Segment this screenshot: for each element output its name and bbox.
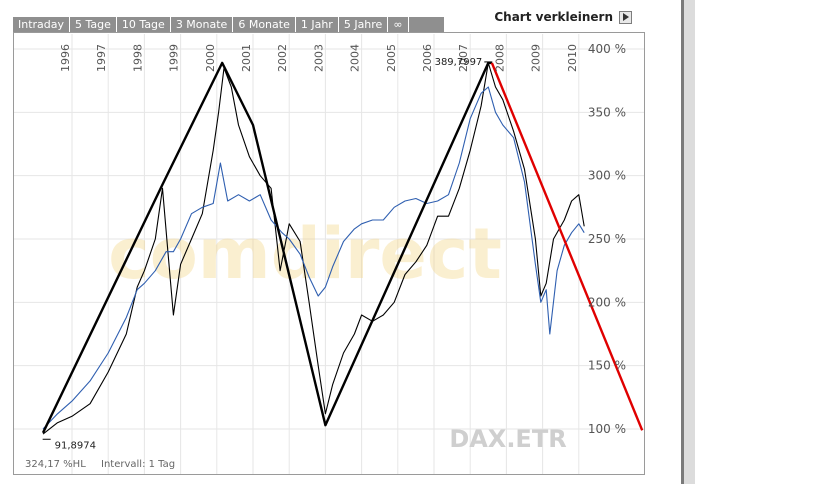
tab-intraday[interactable]: Intraday	[13, 17, 71, 32]
dax-blue-series	[42, 86, 585, 430]
tab-5-jahre[interactable]: 5 Jahre	[338, 17, 389, 32]
red-trend-line	[490, 62, 644, 431]
y-tick-label: 100 %	[588, 422, 626, 436]
annotation-label: 91,8974	[55, 440, 96, 451]
symbol-label: DAX.ETR	[449, 425, 566, 453]
x-tick-label: 2000	[204, 44, 217, 72]
y-tick-label: 300 %	[588, 169, 626, 183]
x-tick-label: 2009	[530, 44, 543, 72]
dax-black-series	[42, 62, 585, 435]
x-tick-label: 1997	[95, 44, 108, 72]
play-triangle-icon[interactable]	[619, 10, 632, 24]
x-tick-label: 2004	[349, 44, 362, 72]
x-tick-label: 2002	[276, 44, 289, 72]
x-tick-label: 2001	[240, 44, 253, 72]
chart-shrink-control[interactable]: Chart verkleinern	[494, 10, 632, 24]
footer-interval: Intervall: 1 Tag	[101, 459, 175, 470]
x-tick-label: 1996	[59, 44, 72, 72]
footer-hl: 324,17 %HL	[25, 459, 86, 470]
x-tick-label: 2007	[457, 44, 470, 72]
trend-lines	[41, 61, 492, 434]
window-border	[681, 0, 684, 484]
tab-6-monate[interactable]: 6 Monate	[233, 17, 296, 32]
tab-5-tage[interactable]: 5 Tage	[70, 17, 117, 32]
x-tick-label: 2003	[312, 44, 325, 72]
x-tick-label: 2008	[493, 44, 506, 72]
watermark: comdirect	[108, 213, 502, 295]
y-tick-label: 400 %	[588, 42, 626, 56]
y-tick-label: 250 %	[588, 232, 626, 246]
tab-10-tage[interactable]: 10 Tage	[116, 17, 171, 32]
tab-bar-filler	[408, 17, 445, 32]
chart-frame	[13, 32, 645, 475]
x-tick-label: 1998	[131, 44, 144, 72]
y-tick-label: 200 %	[588, 295, 626, 309]
window-scrollbar[interactable]	[684, 0, 695, 484]
y-tick-label: 150 %	[588, 359, 626, 373]
tab-3-monate[interactable]: 3 Monate	[170, 17, 234, 32]
annotation-label: 389,7997	[435, 57, 483, 68]
x-tick-label: 2006	[421, 44, 434, 72]
x-tick-label: 1999	[168, 44, 181, 72]
x-tick-label: 2005	[385, 44, 398, 72]
x-tick-label: 2010	[566, 44, 579, 72]
tab-max[interactable]: ∞	[388, 17, 409, 32]
tab-1-jahr[interactable]: 1 Jahr	[295, 17, 339, 32]
chart-shrink-label[interactable]: Chart verkleinern	[494, 10, 613, 24]
y-tick-label: 350 %	[588, 105, 626, 119]
period-tabs: Intraday 5 Tage 10 Tage 3 Monate 6 Monat…	[13, 17, 445, 32]
